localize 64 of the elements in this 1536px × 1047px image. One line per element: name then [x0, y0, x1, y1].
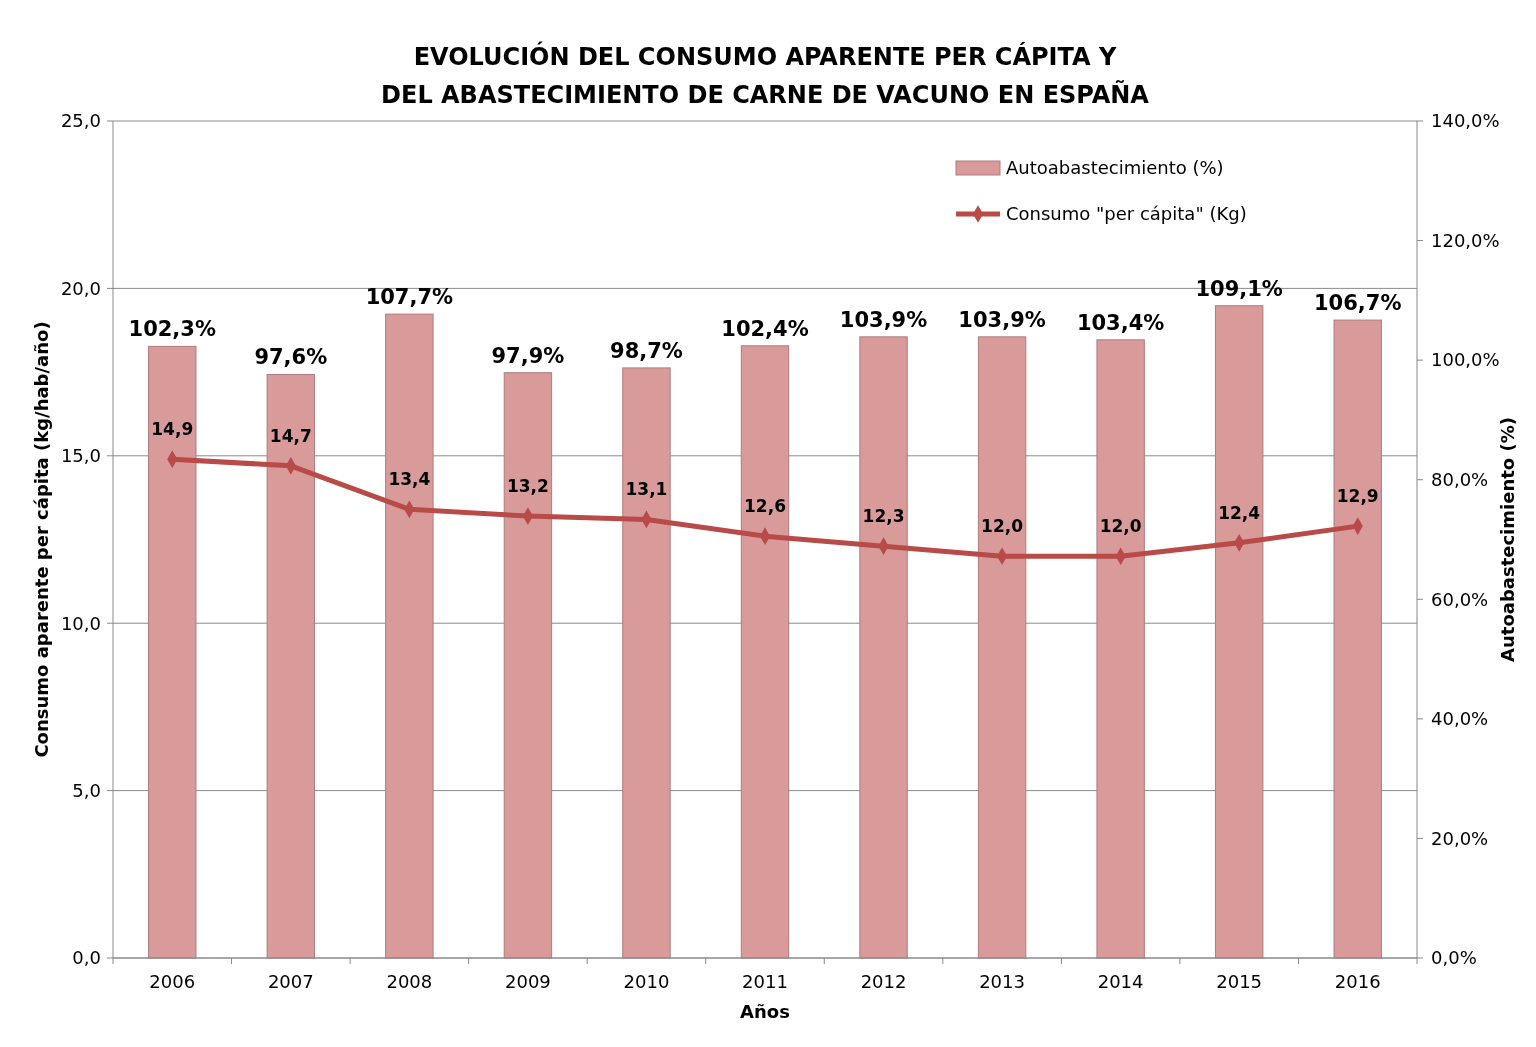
x-tick-label: 2016 [1334, 971, 1381, 992]
data-label: 102,3% [128, 317, 217, 342]
bar [1096, 339, 1145, 959]
legend-label: Consumo "per cápita" (Kg) [1006, 203, 1247, 225]
bar [503, 372, 553, 959]
data-label: 102,4% [721, 316, 809, 341]
chart-title: EVOLUCIÓN DEL CONSUMO APARENTE PER CÁPITA Y DEL ABASTECIMIENTO DE CARNE DE VACUNO EN ESPAÑA [381, 41, 1150, 109]
data-label: 12,9 [1336, 486, 1379, 507]
x-tick-label: 2012 [860, 971, 907, 992]
data-label: 107,7% [365, 285, 454, 310]
y-tick-label: 5,0 [72, 779, 101, 801]
y-tick-label: 20,0 [60, 277, 101, 299]
data-label: 12,0 [981, 516, 1024, 537]
y2-tick-label: 0,0% [1431, 947, 1477, 969]
data-label: 109,1% [1195, 276, 1283, 301]
y2-tick-label: 40,0% [1431, 708, 1489, 730]
data-label: 12,0 [1099, 516, 1142, 537]
bar [1214, 305, 1264, 959]
bar [1333, 319, 1382, 959]
x-tick-label: 2014 [1097, 971, 1144, 992]
data-label: 103,4% [1076, 310, 1165, 335]
x-tick-label: 2009 [505, 971, 551, 992]
data-label: 12,6 [744, 496, 786, 517]
bar [148, 345, 197, 959]
y-axis-title: Consumo aparente per cápita (kg/hab/año) [31, 321, 52, 758]
bar [622, 367, 671, 959]
x-tick-label: 2008 [386, 971, 433, 992]
data-label: 13,4 [388, 469, 431, 490]
data-label: 97,9% [491, 343, 565, 368]
data-label: 103,9% [958, 307, 1046, 332]
bar [266, 373, 316, 959]
data-label: 103,9% [839, 307, 928, 332]
data-label: 12,3 [862, 506, 905, 527]
data-label: 13,1 [625, 479, 668, 500]
x-tick-label: 2013 [979, 971, 1025, 992]
y2-tick-label: 80,0% [1431, 469, 1489, 491]
bar [859, 336, 908, 959]
y2-axis-title: Autoabastecimiento (%) [1497, 417, 1518, 662]
data-label: 98,7% [610, 338, 683, 363]
x-tick-label: 2007 [267, 971, 314, 992]
x-axis-title: Años [740, 1001, 790, 1022]
y2-tick-label: 20,0% [1431, 827, 1489, 849]
y-tick-label: 25,0 [60, 110, 101, 132]
bar [977, 336, 1027, 959]
data-label: 14,9 [151, 419, 194, 440]
data-label: 97,6% [254, 345, 328, 370]
data-label: 13,2 [506, 476, 549, 497]
x-tick-label: 2006 [149, 971, 196, 992]
data-label: 14,7 [269, 425, 312, 446]
bar [740, 345, 790, 959]
y2-tick-label: 100,0% [1431, 349, 1500, 371]
data-label: 106,7% [1313, 291, 1402, 316]
y2-tick-label: 60,0% [1431, 588, 1489, 610]
legend-label: Autoabastecimiento (%) [1006, 157, 1224, 179]
x-tick-label: 2010 [623, 971, 670, 992]
x-tick-label: 2015 [1216, 971, 1263, 992]
y-tick-label: 15,0 [60, 445, 101, 467]
y2-tick-label: 120,0% [1431, 229, 1500, 251]
x-tick-label: 2011 [742, 971, 788, 992]
y-tick-label: 0,0 [72, 947, 101, 969]
data-label: 12,4 [1218, 502, 1261, 523]
y2-tick-label: 140,0% [1431, 110, 1500, 132]
y-tick-label: 10,0 [60, 612, 101, 634]
bar [385, 313, 434, 959]
